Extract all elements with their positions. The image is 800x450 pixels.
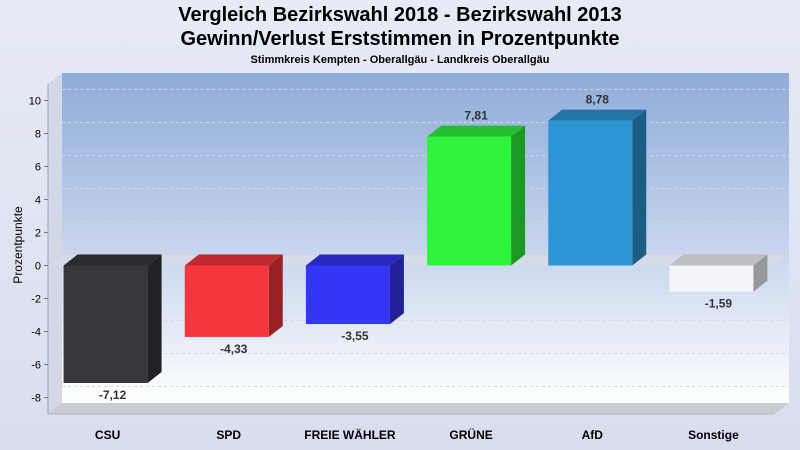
bar-side [147, 254, 162, 383]
x-tick-label: GRÜNE [449, 427, 492, 442]
x-axis: CSU SPD FREIE WÄHLER GRÜNE AfD Sonstige [95, 427, 739, 442]
x-tick-label: SPD [216, 428, 241, 442]
y-tick-label: 4 [35, 195, 41, 207]
y-tick-label: -4 [31, 327, 41, 339]
y-tick-label: -2 [31, 294, 41, 306]
y-tick-label: 2 [35, 228, 41, 240]
plot-floor [48, 403, 789, 414]
bar-top [669, 254, 768, 266]
y-tick-label: 0 [35, 261, 41, 273]
chart-title-line1: Vergleich Bezirkswahl 2018 - Bezirkswahl… [178, 4, 622, 26]
y-tick-label: 6 [35, 162, 41, 174]
bar-side [753, 254, 768, 292]
bar-spd [184, 254, 283, 337]
bars [63, 109, 768, 383]
data-label: -4,33 [220, 342, 248, 356]
bar-front [548, 120, 633, 266]
bar-front [427, 136, 512, 266]
bar-front [669, 265, 754, 292]
data-labels: -7,12 -4,33 -3,55 7,81 8,78 -1,59 [99, 93, 733, 402]
bar-side [268, 254, 283, 337]
y-tick-label: -8 [31, 393, 41, 405]
chart-title-block: Vergleich Bezirkswahl 2018 - Bezirkswahl… [0, 3, 800, 68]
bar-top [184, 254, 283, 266]
data-label: -3,55 [341, 329, 369, 343]
bar-side [511, 125, 526, 266]
y-axis-label: Prozentpunkte [11, 206, 25, 284]
bar-top [305, 254, 404, 266]
bar-front [305, 265, 390, 325]
y-tick-label: -6 [31, 360, 41, 372]
bar-front [63, 265, 148, 383]
x-tick-label: Sonstige [688, 428, 739, 442]
x-tick-label: CSU [95, 428, 120, 442]
chart-title-line2: Gewinn/Verlust Erststimmen in Prozentpun… [180, 28, 620, 50]
y-tick-label: 8 [35, 129, 41, 141]
bar-grüne [427, 125, 526, 266]
data-label: 8,78 [586, 93, 610, 107]
plot-back-wall [62, 73, 789, 403]
data-label: -1,59 [705, 297, 733, 311]
bar-freie-wähler [305, 254, 404, 325]
bar-top [548, 109, 647, 121]
x-tick-label: AfD [582, 428, 604, 442]
bar-front [184, 265, 269, 337]
bar-afd [548, 109, 647, 266]
chart-subtitle: Stimmkreis Kempten - Oberallgäu - Landkr… [250, 54, 550, 66]
y-axis: 10 8 6 4 2 0 -2 -4 -6 -8 [29, 96, 48, 405]
x-tick-label: FREIE WÄHLER [304, 427, 396, 442]
bar-sonstige [669, 254, 768, 292]
y-tick-label: 10 [29, 96, 41, 108]
bar-top [63, 254, 162, 266]
data-label: 7,81 [464, 109, 488, 123]
bar-side [389, 254, 404, 325]
bar-top [427, 125, 526, 137]
plot-area [47, 73, 789, 415]
bar-side [632, 109, 647, 266]
bar-csu [63, 254, 162, 383]
data-label: -7,12 [99, 388, 127, 402]
